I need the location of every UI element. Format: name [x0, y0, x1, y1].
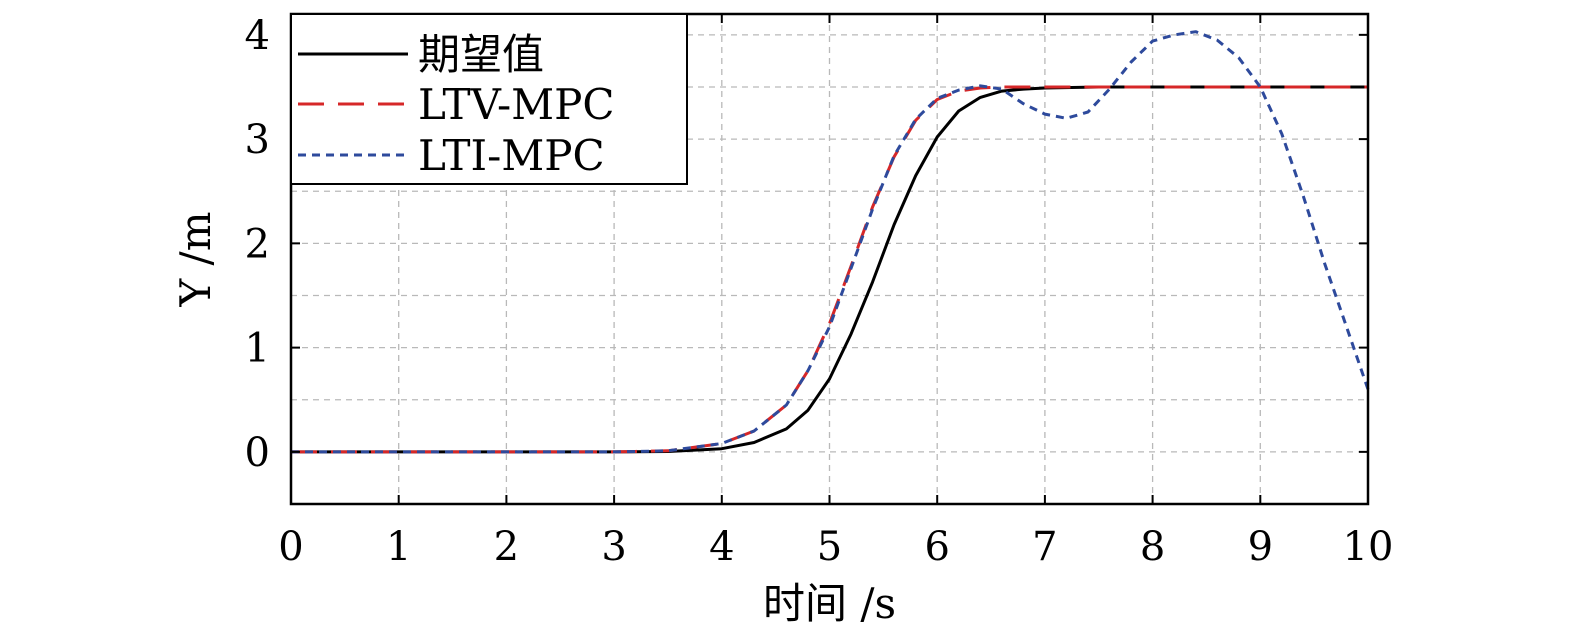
x-tick-label: 1: [386, 524, 411, 570]
y-axis-title: Y /m: [171, 211, 220, 307]
x-tick-labels: 0 1 2 3 4 5 6 7 8 9 10: [278, 524, 1393, 570]
y-tick-label: 1: [245, 326, 270, 372]
y-tick-label: 0: [245, 430, 270, 476]
y-tick-labels: 0 1 2 3 4: [245, 13, 270, 476]
x-tick-label: 3: [601, 524, 626, 570]
x-tick-label: 7: [1032, 524, 1057, 570]
y-tick-label: 2: [245, 221, 270, 267]
series-layer: [291, 30, 1370, 454]
legend: 期望值 LTV-MPC LTI-MPC: [290, 13, 688, 185]
x-tick-label: 10: [1343, 524, 1394, 570]
legend-label-lti-mpc: LTI-MPC: [418, 131, 605, 180]
series-line-0: [291, 85, 1368, 454]
legend-label-desired: 期望值: [418, 30, 544, 79]
x-tick-label: 8: [1140, 524, 1165, 570]
series-line-2: [291, 30, 1370, 454]
y-tick-label: 3: [245, 117, 270, 163]
legend-label-ltv-mpc: LTV-MPC: [418, 80, 615, 129]
x-tick-label: 4: [709, 524, 734, 570]
x-tick-label: 2: [494, 524, 519, 570]
x-tick-label: 5: [817, 524, 842, 570]
x-tick-label: 6: [924, 524, 949, 570]
x-axis-title: 时间 /s: [763, 579, 896, 628]
x-tick-label: 0: [278, 524, 303, 570]
x-tick-label: 9: [1248, 524, 1273, 570]
y-tick-label: 4: [245, 13, 270, 59]
